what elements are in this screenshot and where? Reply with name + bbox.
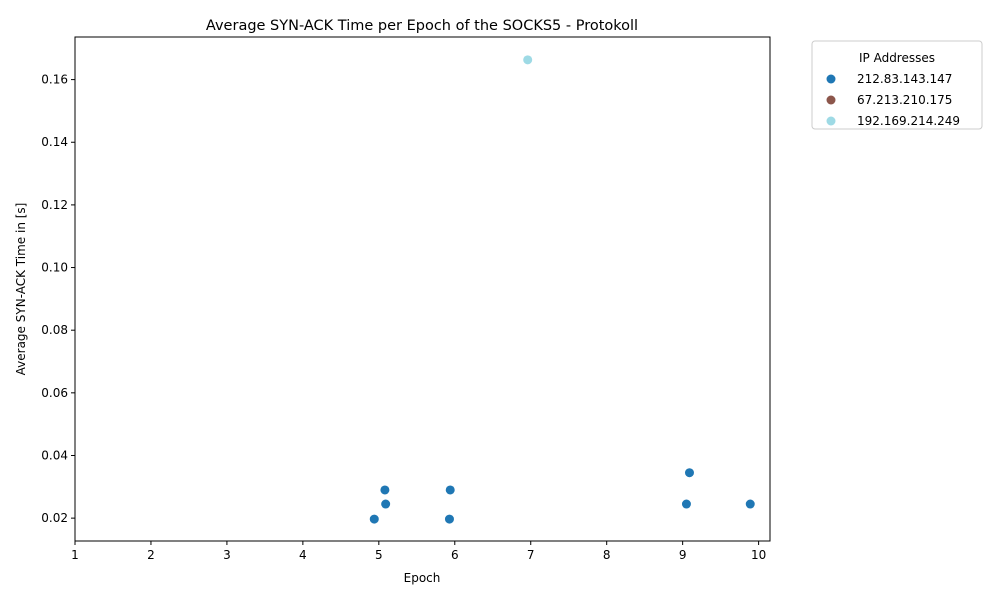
x-tick-label: 8 — [603, 548, 611, 562]
data-point — [745, 499, 755, 509]
y-tick-label: 0.14 — [41, 135, 68, 149]
data-point — [681, 499, 691, 509]
plot-frame — [74, 36, 771, 542]
x-tick-label: 5 — [375, 548, 383, 562]
data-points — [369, 55, 755, 524]
chart-title: Average SYN-ACK Time per Epoch of the SO… — [206, 18, 638, 34]
legend-label: 212.83.143.147 — [857, 72, 952, 86]
data-point — [444, 514, 454, 524]
y-axis-ticks: 0.02 0.04 0.06 0.08 0.10 0.12 0.14 0.16 — [41, 73, 75, 525]
x-tick-label: 9 — [679, 548, 687, 562]
y-tick-label: 0.06 — [41, 386, 68, 400]
legend-marker — [826, 95, 836, 105]
data-point — [369, 514, 379, 524]
plot-background — [75, 37, 770, 541]
legend-label: 67.213.210.175 — [857, 93, 952, 107]
y-tick-label: 0.10 — [41, 261, 68, 275]
x-tick-label: 6 — [451, 548, 459, 562]
legend-label: 192.169.214.249 — [857, 114, 960, 128]
data-point — [445, 485, 455, 495]
y-tick-label: 0.16 — [41, 73, 68, 87]
x-tick-label: 1 — [71, 548, 79, 562]
data-point — [380, 485, 390, 495]
y-tick-label: 0.04 — [41, 448, 68, 462]
y-axis-label: Average SYN-ACK Time in [s] — [14, 203, 28, 376]
x-axis-ticks: 1 2 3 4 5 6 7 8 9 10 — [71, 541, 766, 562]
y-tick-label: 0.12 — [41, 198, 68, 212]
plot-area — [74, 36, 771, 542]
legend: IP Addresses 212.83.143.147 67.213.210.17… — [811, 40, 983, 130]
legend-marker — [826, 116, 836, 126]
data-point — [381, 499, 391, 509]
x-tick-label: 2 — [147, 548, 155, 562]
x-tick-label: 7 — [527, 548, 535, 562]
x-axis-label: Epoch — [404, 571, 441, 585]
legend-entries: 212.83.143.147 67.213.210.175 192.169.214.… — [826, 72, 960, 128]
x-tick-label: 4 — [299, 548, 307, 562]
data-point — [684, 468, 694, 478]
legend-frame — [811, 40, 983, 130]
x-tick-label: 10 — [751, 548, 766, 562]
legend-marker — [826, 74, 836, 84]
legend-title: IP Addresses — [859, 51, 935, 65]
y-tick-label: 0.08 — [41, 323, 68, 337]
y-tick-label: 0.02 — [41, 511, 68, 525]
x-tick-label: 3 — [223, 548, 231, 562]
data-point — [523, 55, 533, 65]
